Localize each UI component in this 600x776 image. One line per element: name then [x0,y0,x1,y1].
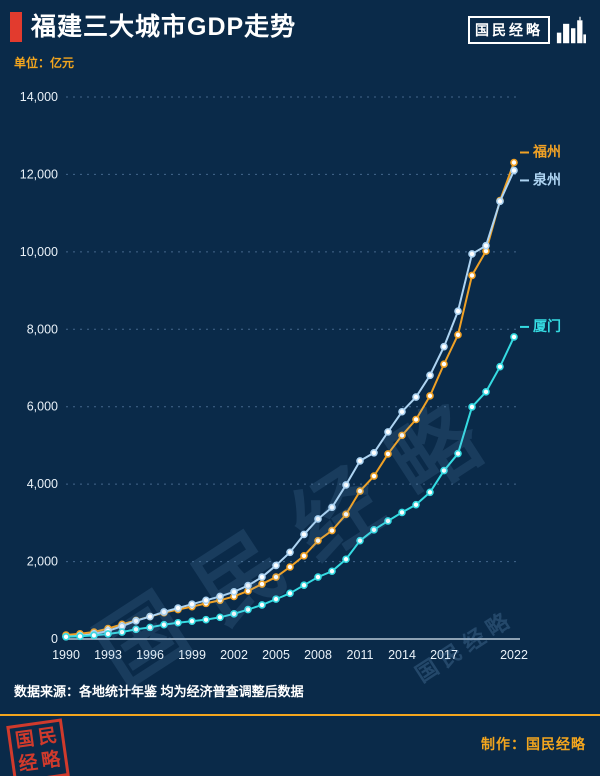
gdp-line-chart: 0 2,000 4,000 6,000 8,000 10,000 12,000 14,000 1… [0,73,600,705]
unit-label: 单位：亿元 [14,56,75,70]
footer-bar: 国民 经略 制作：国民经略 [0,716,600,776]
svg-text:2008: 2008 [304,648,332,662]
header: 福建三大城市GDP走势 国民经略 [0,0,600,45]
series-label-泉州: 泉州 [533,171,561,187]
y-axis-labels: 0 2,000 4,000 6,000 8,000 10,000 12,000 14,000 [20,90,58,646]
credit-label: 制作：国民经略 [481,736,586,752]
svg-text:1990: 1990 [52,648,80,662]
svg-text:2,000: 2,000 [27,555,58,569]
chart-canvas: 0 2,000 4,000 6,000 8,000 10,000 12,000 14,000 1… [20,90,561,662]
title-row: 福建三大城市GDP走势 [10,12,296,42]
svg-text:2002: 2002 [220,648,248,662]
svg-text:12,000: 12,000 [20,167,58,181]
svg-text:4,000: 4,000 [27,477,58,491]
series-厦门: 厦门 [62,318,561,641]
data-source-note: 数据来源：各地统计年鉴 均为经济普查调整后数据 [14,684,304,699]
svg-text:2017: 2017 [430,648,458,662]
svg-text:2011: 2011 [347,648,374,662]
gridlines [66,96,520,640]
title-accent-bar [10,12,22,42]
brand-logo-text: 国民经略 [468,16,550,44]
svg-text:2022: 2022 [500,648,528,662]
page-title: 福建三大城市GDP走势 [31,12,297,41]
skyline-icon [556,16,586,44]
series-label-福州: 福州 [532,144,561,160]
svg-text:14,000: 14,000 [20,90,58,104]
svg-text:2005: 2005 [262,648,290,662]
series-泉州: 泉州 [62,166,561,641]
footer-divider [0,714,600,716]
seal-stamp: 国民 经略 [6,718,70,776]
series-label-厦门: 厦门 [533,318,561,334]
svg-text:1993: 1993 [94,648,122,662]
svg-text:0: 0 [51,632,58,646]
svg-text:2014: 2014 [388,648,416,662]
svg-text:1999: 1999 [178,648,206,662]
brand-logo: 国民经略 [468,15,586,45]
svg-text:6,000: 6,000 [27,400,58,414]
svg-text:8,000: 8,000 [27,322,58,336]
svg-text:1996: 1996 [136,648,164,662]
x-axis-labels: 1990 1993 1996 1999 2002 2005 2008 2011 2014 2017… [52,648,528,662]
svg-text:10,000: 10,000 [20,245,58,259]
